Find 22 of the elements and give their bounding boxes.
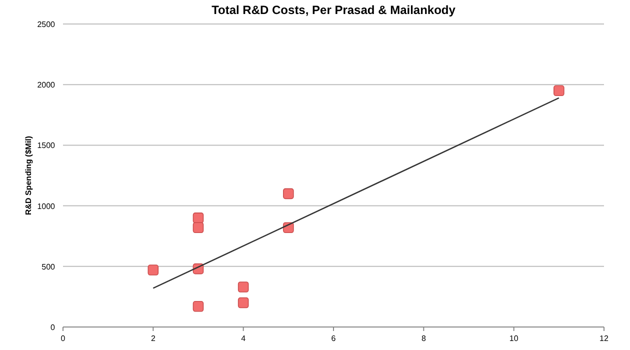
y-tick-label: 0	[50, 323, 56, 332]
x-tick-label: 2	[150, 334, 156, 343]
x-tick-label: 6	[331, 334, 336, 343]
x-tick-label: 12	[600, 334, 609, 343]
chart-title: Total R&D Costs, Per Prasad & Mailankody	[212, 3, 456, 17]
x-tick-label: 0	[60, 334, 66, 343]
y-tick-label: 1500	[37, 141, 56, 150]
point	[238, 282, 249, 292]
point	[148, 264, 159, 276]
point	[554, 85, 564, 96]
point	[283, 188, 294, 200]
y-axis-title: R&D Spending ($Mil)	[24, 136, 33, 216]
point	[238, 297, 249, 308]
point	[192, 222, 204, 234]
x-tick-label: 4	[241, 334, 246, 343]
point	[192, 300, 204, 312]
y-tick-label: 500	[42, 262, 56, 272]
y-tick-label: 2500	[37, 20, 56, 29]
x-tick-label: 10	[509, 334, 519, 343]
y-tick-label: 1000	[37, 202, 56, 211]
x-tick-label: 8	[421, 334, 426, 343]
y-tick-label: 2000	[37, 80, 56, 90]
